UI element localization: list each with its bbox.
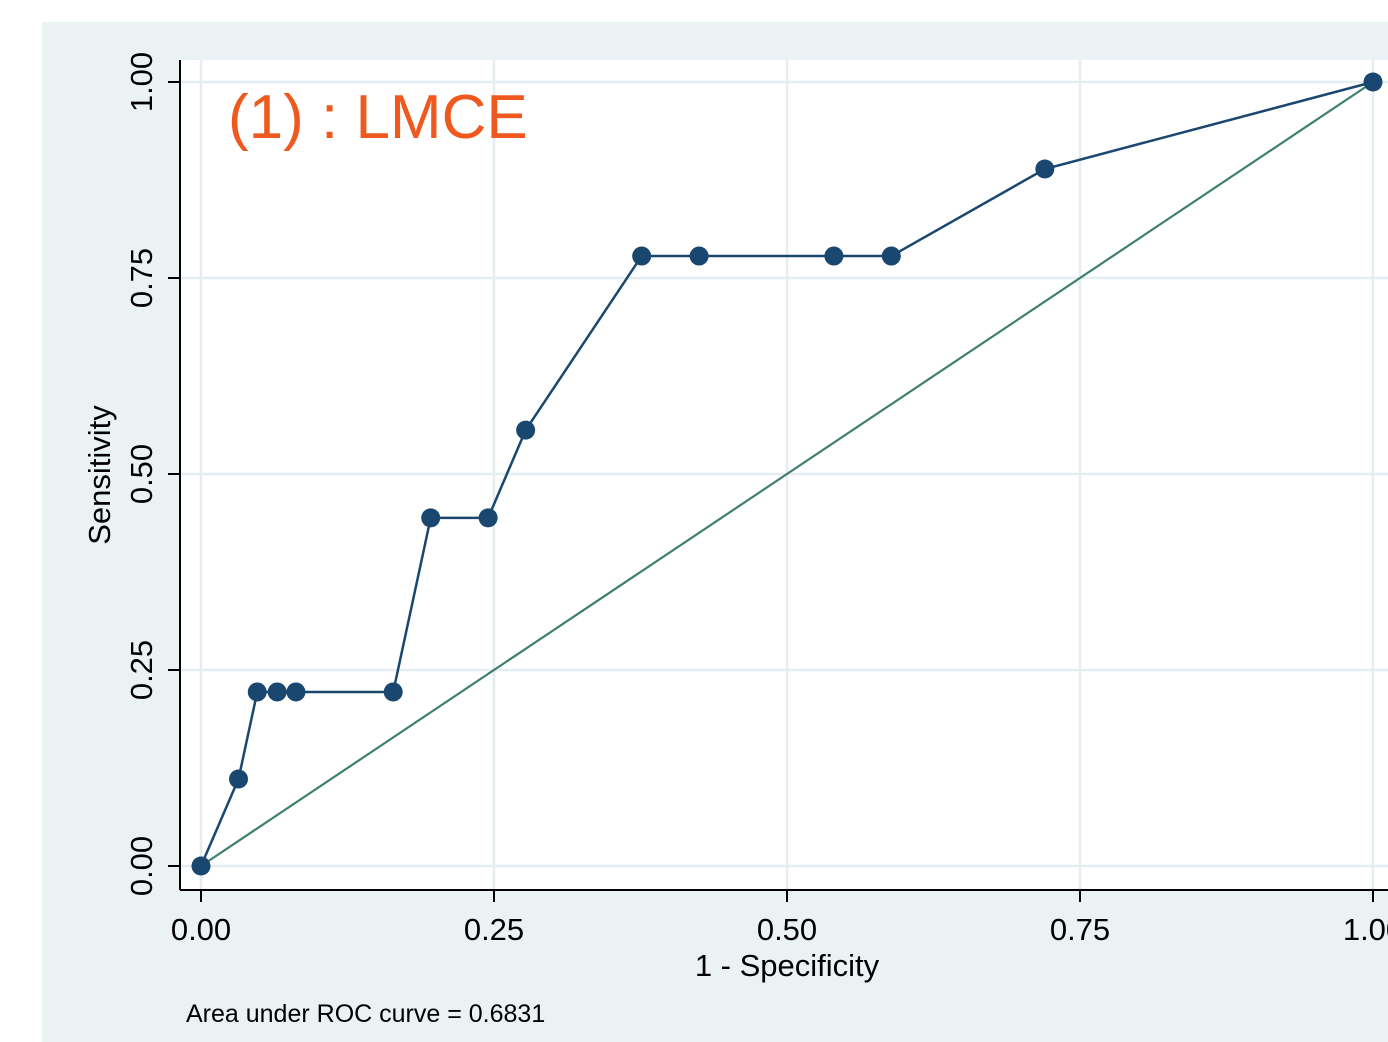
x-axis-label: 1 - Specificity [694, 948, 880, 983]
grid-lines [180, 60, 1388, 890]
y-axis-ticks: 0.00 0.25 0.50 0.75 1.00 [124, 52, 180, 896]
roc-point [286, 682, 306, 702]
roc-point [267, 682, 287, 702]
auc-note: Area under ROC curve = 0.6831 [186, 1000, 546, 1028]
x-tick-label: 0.25 [464, 912, 524, 947]
roc-point [632, 246, 652, 266]
y-tick-label: 0.75 [124, 248, 159, 308]
roc-point [478, 508, 498, 528]
chart-annotation: (1) : LMCE [228, 83, 528, 152]
roc-point [383, 682, 403, 702]
roc-point [191, 856, 211, 876]
roc-point [516, 420, 536, 440]
roc-point [881, 246, 901, 266]
roc-point [1035, 159, 1055, 179]
roc-point [247, 682, 267, 702]
roc-point [689, 246, 709, 266]
y-tick-label: 1.00 [124, 52, 159, 112]
roc-point [824, 246, 844, 266]
x-tick-label: 0.50 [757, 912, 817, 947]
x-axis-ticks: 0.00 0.25 0.50 0.75 1.00 [171, 890, 1388, 947]
roc-point [421, 508, 441, 528]
roc-point [229, 769, 249, 789]
x-tick-label: 1.00 [1343, 912, 1388, 947]
series-group [191, 72, 1383, 876]
reference-line [200, 81, 1374, 867]
y-tick-label: 0.25 [124, 640, 159, 700]
roc-point [1363, 72, 1383, 92]
y-tick-label: 0.00 [124, 836, 159, 896]
x-tick-label: 0.75 [1050, 912, 1110, 947]
y-axis-label: Sensitivity [82, 405, 117, 545]
y-tick-label: 0.50 [124, 444, 159, 504]
x-tick-label: 0.00 [171, 912, 231, 947]
